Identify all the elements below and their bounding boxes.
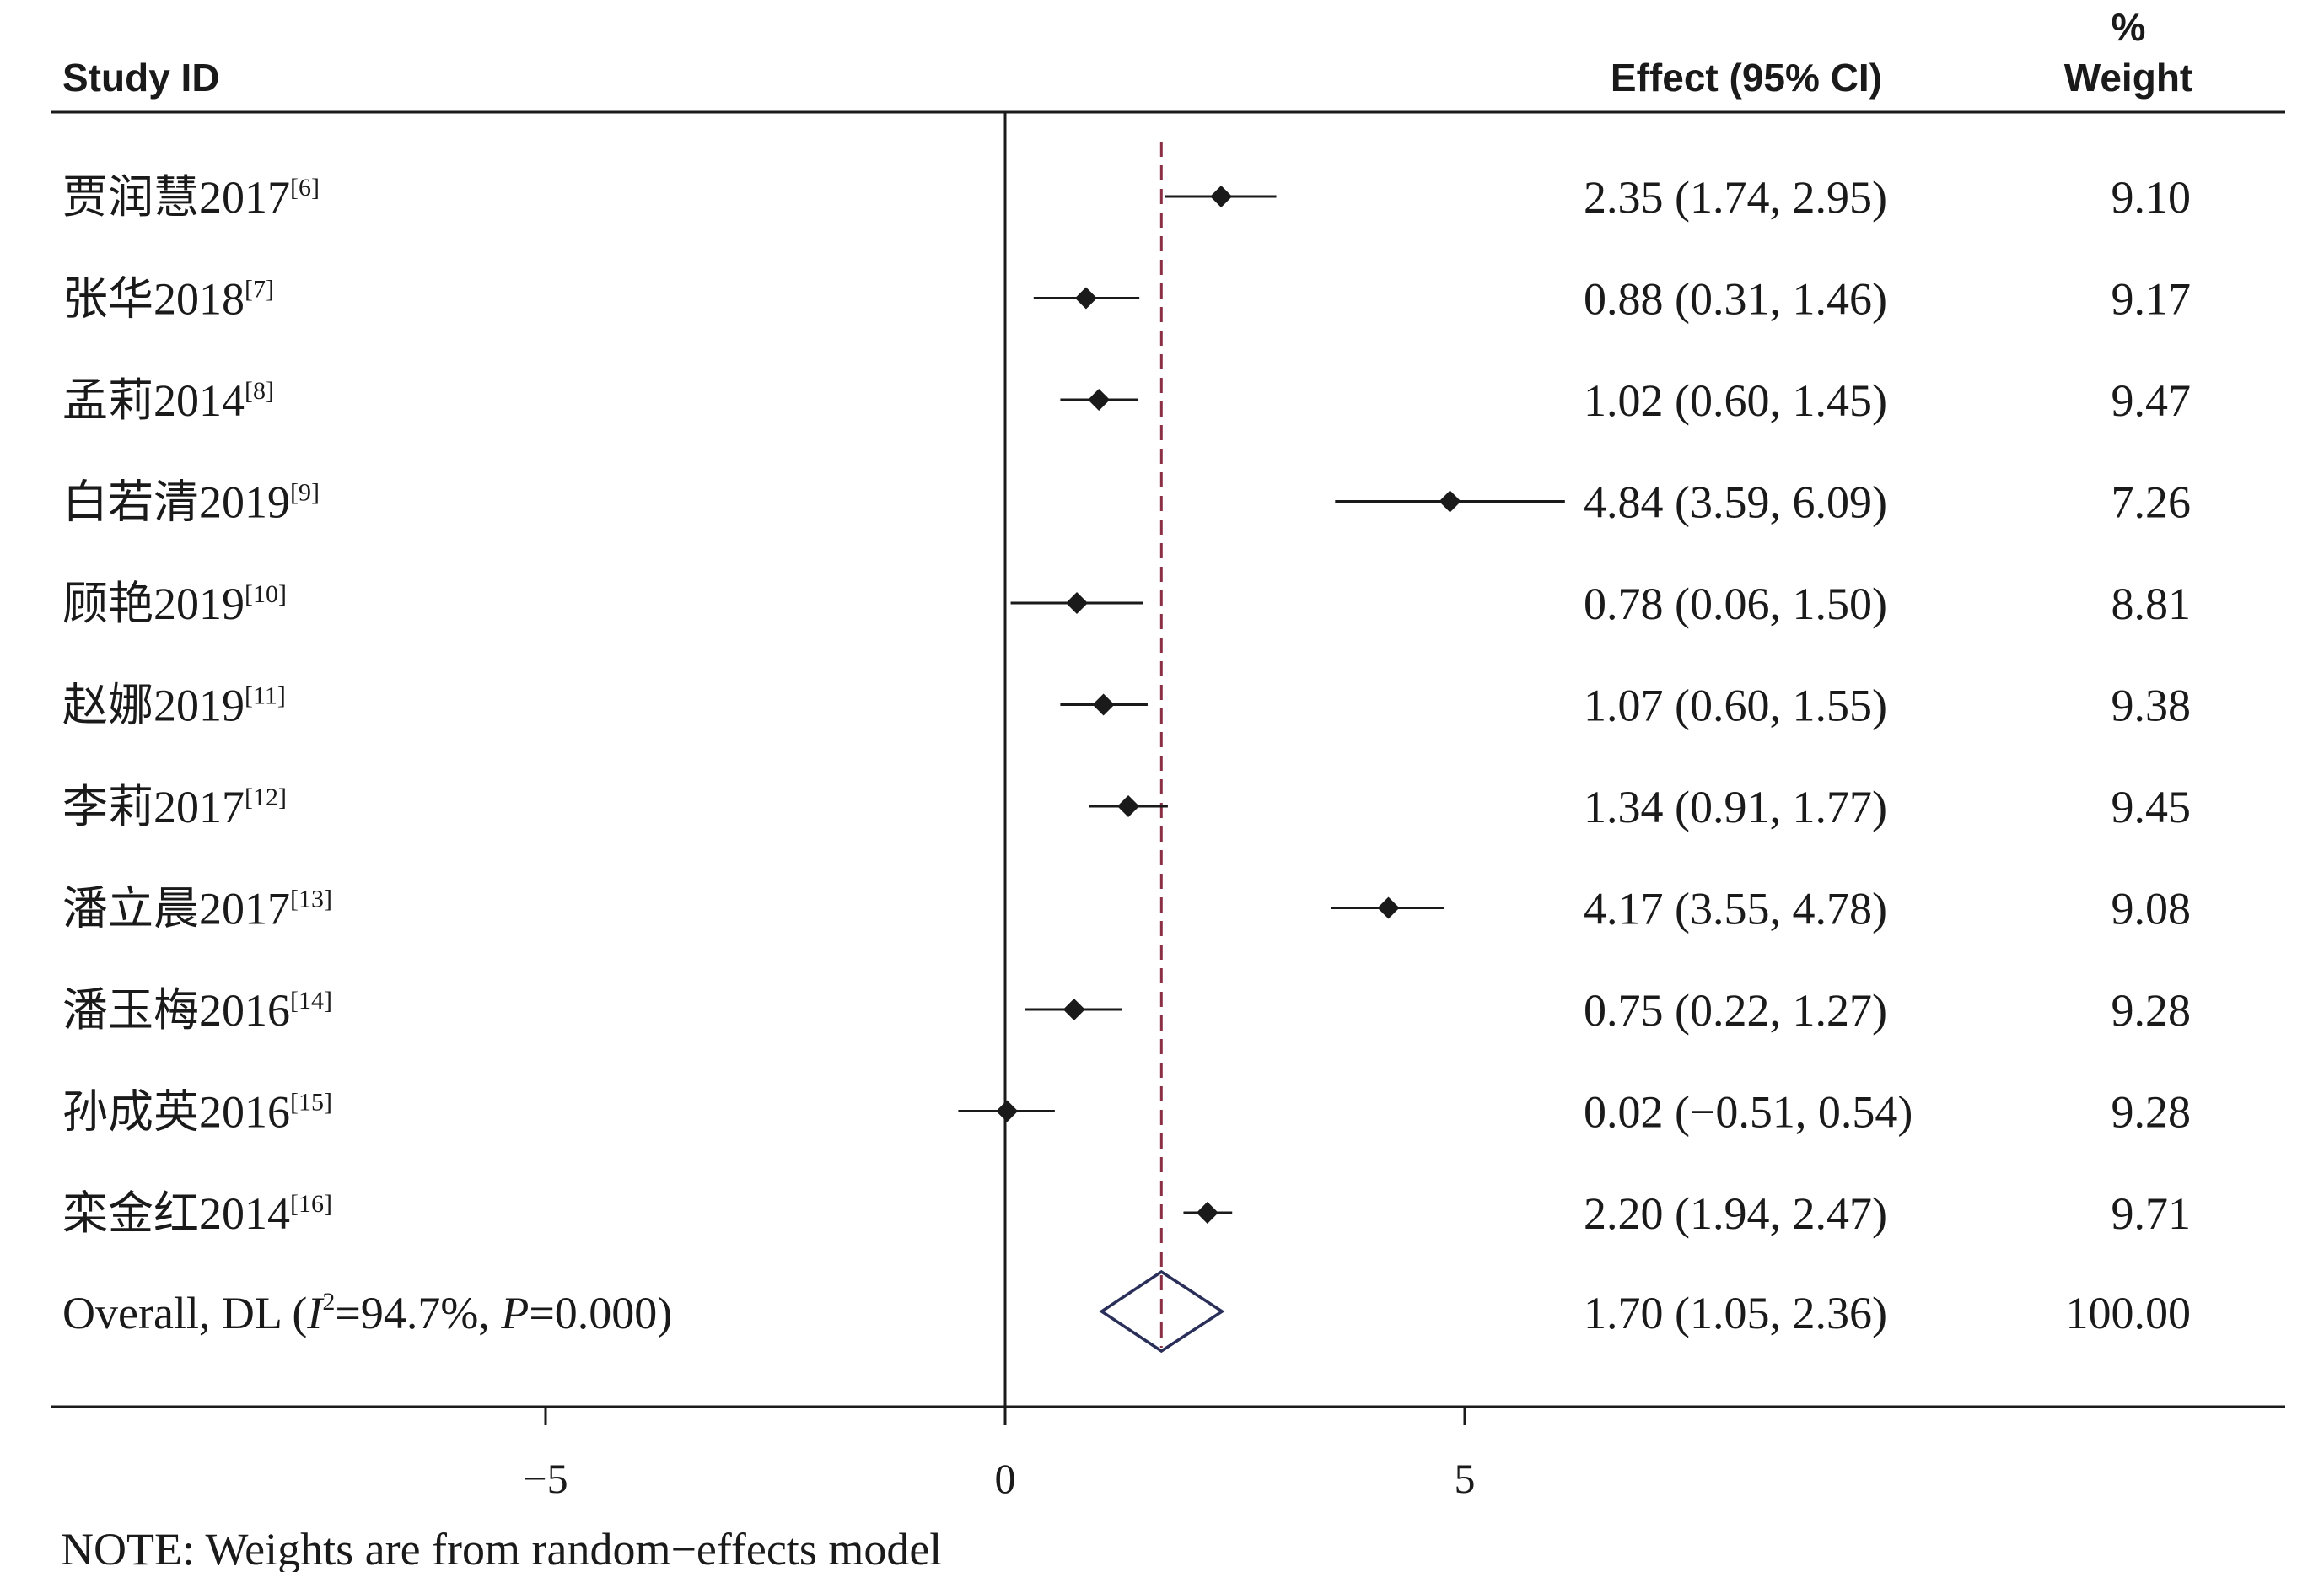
point-estimate-marker bbox=[1088, 389, 1111, 411]
point-estimate-marker bbox=[1377, 896, 1400, 919]
study-row: 张华2018[7] 0.88 (0.31, 1.46) 9.17 bbox=[62, 274, 2191, 325]
study-label: 李莉2017[12] bbox=[62, 782, 287, 832]
overall-i-sup: 2 bbox=[322, 1288, 335, 1316]
study-label: 白若清2019[9] bbox=[62, 477, 320, 528]
study-row: 潘立晨2017[13] 4.17 (3.55, 4.78) 9.08 bbox=[62, 884, 2191, 934]
overall-label: Overall, DL (I2=94.7%, P=0.000) bbox=[62, 1288, 672, 1338]
overall-i-letter: I bbox=[306, 1288, 325, 1338]
x-tick-label: 5 bbox=[1455, 1455, 1476, 1502]
x-tick-label: 0 bbox=[995, 1455, 1016, 1502]
note-text: NOTE: Weights are from random−effects mo… bbox=[61, 1524, 942, 1572]
overall-p-letter: P bbox=[500, 1288, 529, 1338]
study-name: 白若清2019 bbox=[62, 477, 290, 528]
point-estimate-marker bbox=[1210, 186, 1233, 207]
study-label: 顾艳2019[10] bbox=[62, 579, 287, 629]
study-row: 赵娜2019[11] 1.07 (0.60, 1.55) 9.38 bbox=[62, 681, 2191, 731]
study-weight: 9.38 bbox=[2112, 681, 2192, 731]
study-name: 潘立晨2017 bbox=[62, 884, 290, 934]
study-name: 潘玉梅2016 bbox=[62, 985, 290, 1036]
study-weight: 9.28 bbox=[2112, 985, 2192, 1036]
study-reference: [7] bbox=[245, 276, 274, 304]
study-row: 孟莉2014[8] 1.02 (0.60, 1.45) 9.47 bbox=[62, 375, 2191, 426]
point-estimate-marker bbox=[1074, 287, 1097, 310]
study-name: 张华2018 bbox=[62, 274, 245, 325]
x-tick-label: −5 bbox=[523, 1455, 568, 1502]
overall-row: Overall, DL (I2=94.7%, P=0.000) 1.70 (1.… bbox=[62, 1269, 2192, 1354]
study-reference: [16] bbox=[290, 1190, 332, 1218]
study-weight: 9.10 bbox=[2112, 172, 2192, 223]
header-weight-percent: % bbox=[2112, 5, 2146, 49]
study-reference: [9] bbox=[290, 479, 320, 507]
study-label: 贾润慧2017[6] bbox=[62, 172, 320, 223]
study-weight: 9.71 bbox=[2112, 1188, 2192, 1239]
study-name: 栾金红2014 bbox=[62, 1188, 290, 1239]
point-estimate-marker bbox=[1062, 999, 1085, 1020]
study-label: 孙成英2016[15] bbox=[62, 1087, 332, 1138]
study-label: 赵娜2019[11] bbox=[62, 681, 286, 731]
study-reference: [8] bbox=[245, 377, 274, 405]
study-row: 李莉2017[12] 1.34 (0.91, 1.77) 9.45 bbox=[62, 782, 2191, 832]
header-effect: Effect (95% CI) bbox=[1611, 56, 1882, 100]
study-row: 顾艳2019[10] 0.78 (0.06, 1.50) 8.81 bbox=[62, 579, 2191, 629]
study-name: 孙成英2016 bbox=[62, 1087, 290, 1138]
study-weight: 9.28 bbox=[2112, 1087, 2192, 1138]
study-name: 孟莉2014 bbox=[62, 375, 245, 426]
study-reference: [10] bbox=[245, 580, 287, 608]
point-estimate-marker bbox=[1066, 592, 1089, 614]
study-row: 栾金红2014[16] 2.20 (1.94, 2.47) 9.71 bbox=[62, 1188, 2191, 1239]
study-reference: [14] bbox=[290, 987, 332, 1015]
study-label: 栾金红2014[16] bbox=[62, 1188, 332, 1239]
study-reference: [11] bbox=[245, 682, 286, 710]
study-weight: 8.81 bbox=[2112, 579, 2192, 629]
study-reference: [6] bbox=[290, 174, 320, 202]
study-weight: 7.26 bbox=[2112, 477, 2192, 528]
overall-i-value: =94.7%, bbox=[335, 1288, 501, 1338]
study-name: 贾润慧2017 bbox=[62, 172, 290, 223]
study-ci-text: 1.02 (0.60, 1.45) bbox=[1584, 375, 1887, 426]
point-estimate-marker bbox=[1092, 693, 1115, 716]
header-study-id: Study ID bbox=[62, 56, 220, 100]
study-row: 贾润慧2017[6] 2.35 (1.74, 2.95) 9.10 bbox=[62, 172, 2191, 223]
study-ci-text: 2.20 (1.94, 2.47) bbox=[1584, 1188, 1887, 1239]
study-name: 顾艳2019 bbox=[62, 579, 245, 629]
overall-weight: 100.00 bbox=[2066, 1288, 2192, 1338]
study-weight: 9.45 bbox=[2112, 782, 2192, 832]
study-name: 李莉2017 bbox=[62, 782, 245, 832]
study-reference: [13] bbox=[290, 886, 332, 913]
header-weight: Weight bbox=[2064, 56, 2192, 100]
point-estimate-marker bbox=[996, 1100, 1019, 1122]
study-row: 孙成英2016[15] 0.02 (−0.51, 0.54) 9.28 bbox=[62, 1087, 2191, 1138]
study-ci-text: 0.88 (0.31, 1.46) bbox=[1584, 274, 1887, 325]
study-ci-text: 0.02 (−0.51, 0.54) bbox=[1584, 1087, 1912, 1138]
study-name: 赵娜2019 bbox=[62, 681, 245, 731]
study-ci-text: 0.78 (0.06, 1.50) bbox=[1584, 579, 1887, 629]
x-axis-ticks: −5 0 5 bbox=[523, 1407, 1476, 1502]
study-weight: 9.17 bbox=[2112, 274, 2192, 325]
study-weight: 9.08 bbox=[2112, 884, 2192, 934]
study-ci-text: 2.35 (1.74, 2.95) bbox=[1584, 172, 1887, 223]
study-label: 潘玉梅2016[14] bbox=[62, 985, 332, 1036]
study-row: 白若清2019[9] 4.84 (3.59, 6.09) 7.26 bbox=[62, 477, 2191, 528]
study-label: 孟莉2014[8] bbox=[62, 375, 274, 426]
study-rows: 贾润慧2017[6] 2.35 (1.74, 2.95) 9.10 张华2018[7]… bbox=[62, 172, 2191, 1239]
study-weight: 9.47 bbox=[2112, 375, 2192, 426]
study-ci-text: 1.34 (0.91, 1.77) bbox=[1584, 782, 1887, 832]
study-ci-text: 0.75 (0.22, 1.27) bbox=[1584, 985, 1887, 1036]
overall-ci-text: 1.70 (1.05, 2.36) bbox=[1584, 1288, 1887, 1338]
point-estimate-marker bbox=[1117, 795, 1140, 817]
overall-diamond bbox=[1099, 1269, 1225, 1354]
study-reference: [12] bbox=[245, 783, 287, 811]
study-ci-text: 1.07 (0.60, 1.55) bbox=[1584, 681, 1887, 731]
point-estimate-marker bbox=[1196, 1202, 1218, 1224]
study-label: 潘立晨2017[13] bbox=[62, 884, 332, 934]
overall-p-value: =0.000) bbox=[529, 1288, 672, 1338]
study-ci-text: 4.84 (3.59, 6.09) bbox=[1584, 477, 1887, 528]
study-row: 潘玉梅2016[14] 0.75 (0.22, 1.27) 9.28 bbox=[62, 985, 2191, 1036]
study-reference: [15] bbox=[290, 1089, 332, 1117]
study-ci-text: 4.17 (3.55, 4.78) bbox=[1584, 884, 1887, 934]
study-label: 张华2018[7] bbox=[62, 274, 274, 325]
overall-prefix: Overall, DL ( bbox=[62, 1288, 307, 1338]
point-estimate-marker bbox=[1439, 490, 1461, 513]
